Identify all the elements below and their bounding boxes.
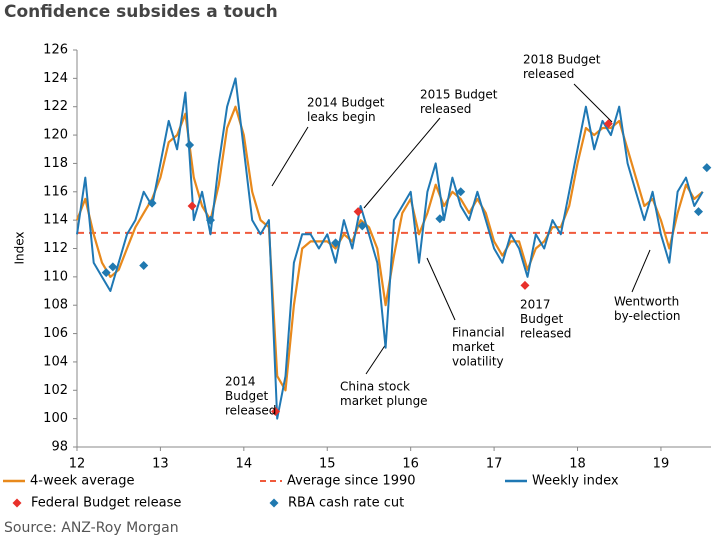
y-tick-label: 98: [51, 440, 68, 455]
legend-label: 4-week average: [30, 474, 134, 489]
marker: [101, 268, 111, 278]
marker: [271, 407, 281, 417]
marker: [353, 207, 363, 217]
y-tick-label: 106: [43, 326, 68, 341]
y-tick-label: 124: [43, 71, 68, 86]
y-tick-label: 102: [43, 383, 68, 398]
annotation: by-election: [614, 309, 681, 323]
y-axis-label: Index: [13, 231, 27, 264]
legend-label: Average since 1990: [287, 474, 416, 489]
marker: [435, 214, 445, 224]
marker: [108, 262, 118, 272]
y-tick-label: 104: [43, 354, 68, 369]
arrow: [271, 126, 309, 187]
marker: [187, 201, 197, 211]
series-line: [76, 77, 704, 420]
annotation: released: [523, 67, 574, 81]
y-tick-label: 114: [43, 213, 68, 228]
x-tick-label: 17: [486, 457, 503, 472]
annotation: released: [225, 404, 276, 418]
y-tick-label: 120: [43, 128, 68, 143]
y-tick-label: 122: [43, 99, 68, 114]
marker: [357, 221, 367, 231]
y-tick-label: 126: [43, 43, 68, 58]
legend-label: Weekly index: [532, 474, 619, 489]
annotation: 2014: [225, 375, 256, 389]
legend-label: Federal Budget release: [31, 496, 181, 511]
x-tick-label: 13: [152, 457, 169, 472]
y-tick-label: 112: [43, 241, 68, 256]
marker: [185, 140, 195, 150]
arrow: [426, 257, 456, 321]
marker: [693, 207, 703, 217]
annotation: 2014 Budget: [307, 96, 385, 110]
annotation: Budget: [520, 312, 563, 326]
marker: [702, 163, 712, 173]
arrow: [365, 343, 387, 375]
legend-swatch: [12, 498, 22, 508]
y-tick-label: 110: [43, 269, 68, 284]
annotation: market: [452, 340, 495, 354]
marker: [331, 238, 341, 248]
annotation: China stock: [340, 380, 410, 394]
x-tick-label: 12: [69, 457, 86, 472]
chart-title: Confidence subsides a touch: [4, 2, 278, 22]
x-tick-label: 15: [319, 457, 336, 472]
marker: [520, 280, 530, 290]
y-tick-label: 116: [43, 184, 68, 199]
annotation: 2017: [520, 298, 551, 312]
arrow: [631, 249, 651, 293]
annotation: volatility: [452, 355, 504, 369]
x-tick-label: 14: [236, 457, 253, 472]
series-line: [75, 105, 704, 392]
annotation: 2018 Budget: [523, 53, 601, 67]
marker: [456, 187, 466, 197]
legend-label: RBA cash rate cut: [288, 496, 404, 511]
arrow: [573, 83, 613, 123]
x-tick-label: 18: [569, 457, 586, 472]
annotation: 2015 Budget: [420, 88, 498, 102]
marker: [139, 261, 149, 271]
annotation: Financial: [452, 326, 505, 340]
annotation: released: [520, 327, 571, 341]
source: Source: ANZ-Roy Morgan: [4, 520, 179, 536]
arrow: [363, 117, 441, 209]
x-tick-label: 16: [402, 457, 419, 472]
y-tick-label: 100: [43, 411, 68, 426]
annotation: market plunge: [340, 394, 428, 408]
annotation: leaks begin: [307, 110, 376, 124]
marker: [205, 215, 215, 225]
annotation-arrows: [271, 83, 651, 375]
annotation: Wentworth: [614, 295, 679, 309]
marker: [147, 198, 157, 208]
y-tick-label: 118: [43, 156, 68, 171]
x-tick-label: 19: [653, 457, 670, 472]
legend-swatch: [269, 498, 279, 508]
marker: [603, 119, 613, 129]
annotation: Budget: [225, 389, 268, 403]
y-tick-label: 108: [43, 298, 68, 313]
annotation: released: [420, 102, 471, 116]
